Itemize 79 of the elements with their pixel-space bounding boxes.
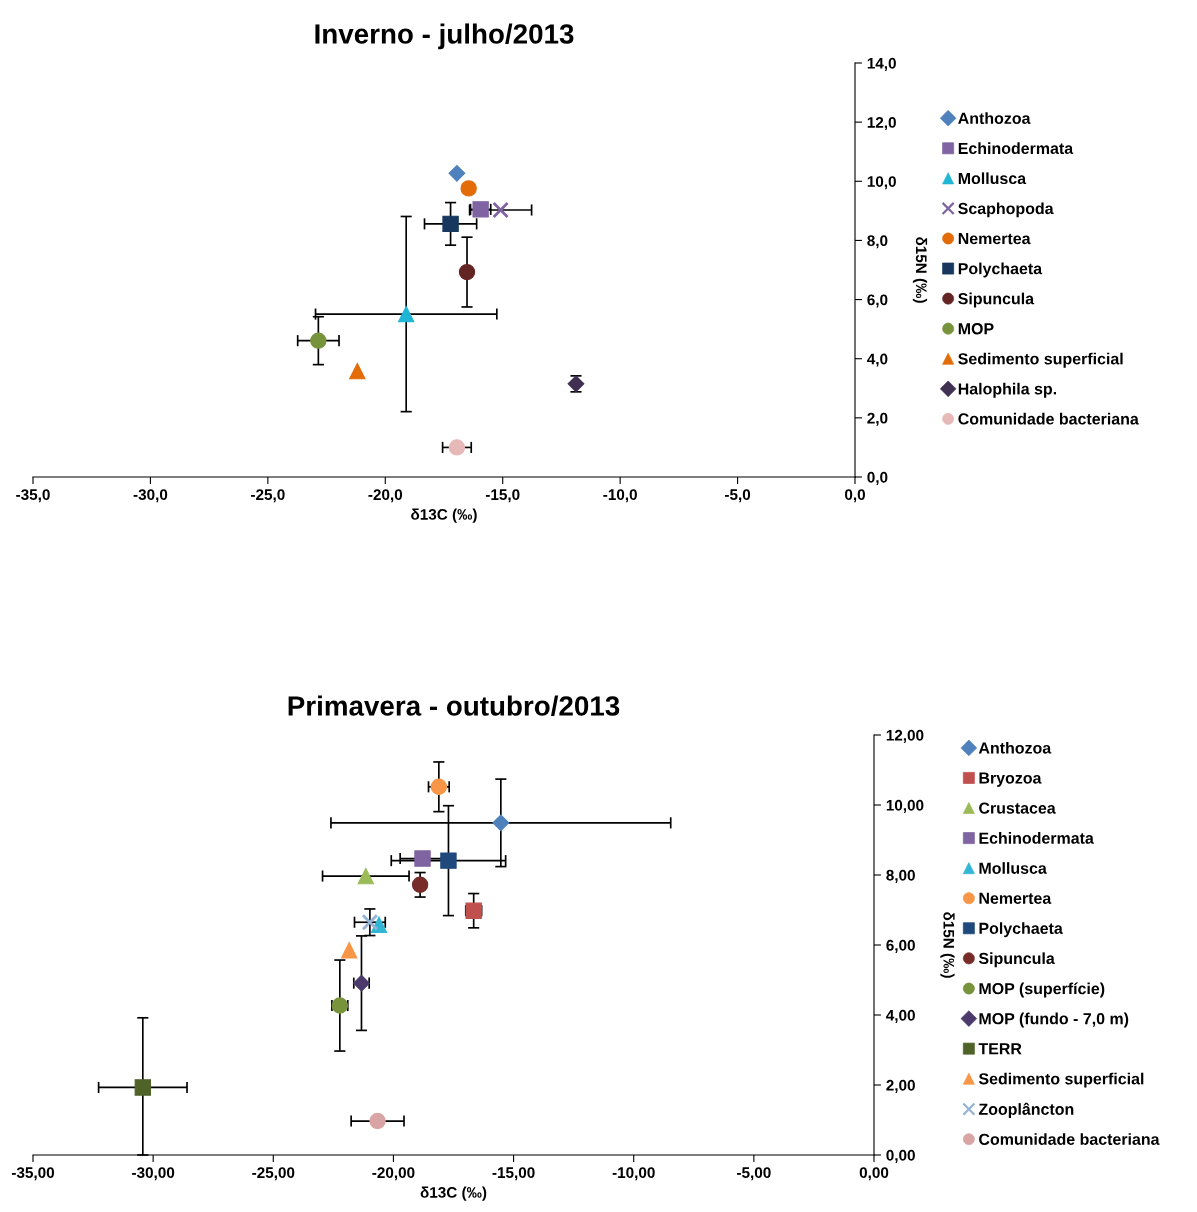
point bbox=[369, 1112, 386, 1130]
point bbox=[411, 876, 429, 893]
legend-label: Bryozoa bbox=[979, 772, 1042, 787]
legend-label: MOP (superfície) bbox=[979, 982, 1105, 998]
chart-title: Inverno - julho/2013 bbox=[315, 23, 574, 50]
y-tick-label: 12,00 bbox=[886, 729, 924, 743]
legend-label: Sipuncula bbox=[978, 952, 1055, 968]
x-tick-label: -25,0 bbox=[251, 489, 285, 503]
y-tick-label: 10,0 bbox=[867, 176, 896, 190]
legend-label: Mollusca bbox=[958, 172, 1027, 185]
legend-label: MOP (fundo - 7,0 m) bbox=[979, 1012, 1129, 1028]
x-axis-title: δ13C (‰) bbox=[420, 1186, 487, 1201]
x-tick-label: -30,0 bbox=[133, 489, 168, 503]
legend-label: Comunidade bacteriana bbox=[979, 1133, 1160, 1145]
y-axis-title: δ15N (‰) bbox=[940, 912, 955, 978]
y-axis-title: δ15N (‰) bbox=[912, 237, 928, 303]
point bbox=[448, 439, 466, 456]
y-tick-label: 12,0 bbox=[867, 117, 896, 131]
legend-label: Zooplâncton bbox=[978, 1102, 1074, 1119]
point bbox=[397, 305, 415, 323]
legend-label: Comunidade bacteriana bbox=[958, 412, 1139, 425]
x-tick-label: -30,00 bbox=[132, 1167, 175, 1181]
y-tick-label: 14,0 bbox=[867, 57, 896, 71]
legend-label: TERR bbox=[978, 1043, 1022, 1055]
y-tick-label: 2,00 bbox=[886, 1079, 915, 1093]
legend-label: Halophila sp. bbox=[958, 382, 1057, 398]
point bbox=[458, 263, 476, 281]
point bbox=[492, 814, 510, 832]
legend-label: MOP bbox=[958, 323, 994, 335]
point bbox=[341, 942, 358, 959]
x-tick-label: -35,00 bbox=[11, 1167, 55, 1181]
x-tick-label: -20,00 bbox=[372, 1167, 415, 1181]
legend-label: Scaphopoda bbox=[958, 202, 1054, 218]
legend-label: Echinodermata bbox=[958, 142, 1074, 155]
point bbox=[448, 164, 466, 182]
chart-title: Primavera - outubro/2013 bbox=[288, 695, 620, 717]
x-tick-label: -10,0 bbox=[603, 489, 637, 503]
y-tick-label: 4,0 bbox=[867, 353, 888, 367]
legend-label: Mollusca bbox=[979, 862, 1047, 874]
x-tick-label: -35,0 bbox=[16, 489, 50, 503]
point bbox=[442, 215, 459, 233]
point bbox=[357, 867, 374, 885]
point bbox=[492, 201, 509, 219]
x-tick-label: -15,0 bbox=[485, 489, 520, 503]
legend-label: Sedimento superficial bbox=[978, 1072, 1144, 1088]
x-tick-label: 0,0 bbox=[844, 489, 865, 503]
x-tick-label: -10,00 bbox=[612, 1167, 655, 1181]
y-tick-label: 8,0 bbox=[867, 235, 888, 249]
legend-label: Crustacea bbox=[979, 802, 1056, 814]
y-tick-label: 0,00 bbox=[886, 1149, 915, 1163]
legend-label: Anthozoa bbox=[958, 112, 1031, 124]
x-tick-label: -25,00 bbox=[252, 1167, 295, 1181]
legend-label: Sedimento superficial bbox=[958, 352, 1123, 368]
point bbox=[414, 850, 431, 867]
x-tick-label: -5,00 bbox=[737, 1167, 771, 1181]
point bbox=[134, 1079, 152, 1096]
x-tick-label: -5,0 bbox=[725, 489, 751, 503]
y-tick-label: 8,00 bbox=[886, 869, 915, 883]
point bbox=[349, 362, 366, 380]
y-tick-label: 6,0 bbox=[867, 294, 888, 308]
legend-label: Anthozoa bbox=[978, 741, 1052, 754]
point bbox=[460, 180, 477, 197]
x-tick-label: -15,00 bbox=[492, 1167, 535, 1181]
y-tick-label: 6,00 bbox=[886, 939, 915, 953]
legend-label: Polychaeta bbox=[979, 922, 1063, 938]
y-tick-label: 4,00 bbox=[886, 1009, 915, 1023]
legend-label: Nemertea bbox=[958, 233, 1031, 245]
legend-label: Nemertea bbox=[979, 892, 1052, 904]
point bbox=[310, 332, 327, 349]
x-tick-label: -20,0 bbox=[368, 489, 403, 503]
legend-label: Polychaeta bbox=[958, 262, 1043, 278]
x-axis-title: δ13C (‰) bbox=[411, 508, 477, 523]
point bbox=[361, 913, 379, 931]
y-tick-label: 0,0 bbox=[867, 471, 888, 485]
legend-label: Sipuncula bbox=[958, 292, 1035, 308]
y-tick-label: 2,0 bbox=[867, 412, 888, 426]
point bbox=[440, 852, 457, 869]
y-tick-label: 10,00 bbox=[886, 799, 924, 813]
legend-label: Echinodermata bbox=[979, 832, 1094, 844]
